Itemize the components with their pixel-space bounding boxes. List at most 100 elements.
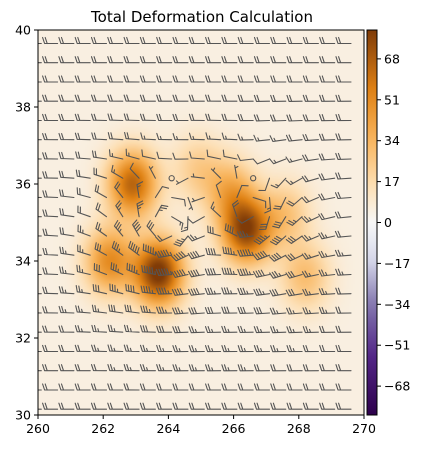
wind-barb [224,223,238,237]
wind-barb [94,184,108,199]
wind-barb [95,221,108,237]
wind-barb [272,216,287,229]
wind-barb [302,56,319,64]
wind-barb [319,75,336,83]
wind-barb [334,230,352,238]
wind-barb [173,235,189,247]
wind-barb [146,220,156,237]
colorbar-ticks: 68 51 34 17 0 −17 −34 −51 −68 [377,51,410,394]
wind-barb [139,344,156,353]
wind-barb [189,151,205,160]
wind-barb [38,42,42,45]
wind-barb [253,326,271,334]
wind-barb [75,305,91,314]
wind-barb [205,56,222,64]
wind-barb [270,94,287,102]
wind-barb [172,36,189,45]
wind-barb [125,283,140,295]
wind-barb [58,36,75,45]
wind-barb [188,288,205,296]
y-axis: 30 32 34 36 38 40 [15,23,38,423]
wind-barb [156,306,173,314]
wind-barb [171,269,189,278]
wind-barb [335,113,352,122]
wind-barb [91,150,108,160]
wind-barb [156,383,173,391]
wind-barb [93,167,108,179]
wind-barb [285,288,303,297]
wind-barb [74,364,91,372]
wind-barb [334,249,352,257]
wind-barb [59,246,75,256]
wind-barb [107,132,124,141]
wind-barb [38,216,42,218]
wind-barb [286,114,303,122]
wind-barb [172,402,189,410]
wind-barb [204,268,222,276]
wind-barb [318,133,336,141]
wind-barb [319,383,336,391]
wind-barb [253,383,271,391]
wind-barb [139,402,156,410]
wind-barb [59,266,75,276]
wind-barb [74,56,91,64]
wind-barb [258,216,271,231]
wind-barb [335,325,352,333]
wind-barb [270,177,287,189]
wind-barb [136,181,144,199]
wind-barb [42,152,59,160]
wind-barb [156,151,173,160]
wind-barb [140,305,156,314]
wind-barb [58,151,75,160]
wind-barb [237,364,254,372]
wind-barb [286,307,303,315]
wind-barb [58,364,75,372]
wind-barb [270,345,287,353]
wind-barb [74,402,91,410]
wind-barb [74,132,91,141]
wind-barb [38,350,42,353]
wind-barb [302,134,319,142]
wind-barb [210,167,222,179]
wind-barb [205,364,222,372]
wind-barb [123,56,140,64]
wind-barb [237,154,254,162]
wind-barb [335,75,352,83]
wind-barb [38,139,42,141]
wind-barb [221,56,238,64]
wind-barb [302,154,319,162]
wind-barb [319,364,336,372]
wind-barb [75,151,91,160]
wind-barb [285,177,303,186]
wind-barb [42,75,59,83]
wind-barb [175,177,189,185]
wind-barb [253,36,271,45]
wind-barb [139,383,156,391]
wind-barb [171,251,189,262]
wind-barb [221,325,238,333]
wind-barb [335,383,352,391]
wind-barb [107,324,124,333]
wind-barb [270,56,287,64]
wind-barb [237,345,254,353]
wind-barb [335,402,352,410]
chart-title: Total Deformation Calculation [90,8,313,26]
wind-barb [114,181,124,199]
wind-barb [38,312,42,314]
wind-barb [155,235,173,243]
wind-barb [58,344,75,353]
wind-barb [205,383,222,391]
wind-barb [285,270,303,279]
wind-barb [232,200,240,218]
wind-barb [221,94,238,102]
wind-barb [285,134,303,142]
wind-barb [253,94,271,102]
y-tick-label: 30 [15,408,31,423]
colorbar-tick-label: −68 [384,379,410,394]
wind-barb [335,268,352,276]
wind-barb [93,263,108,276]
wind-barb [172,383,189,391]
colorbar-tick-label: 34 [384,133,400,148]
wind-barb [188,364,205,372]
wind-barb [92,283,108,295]
